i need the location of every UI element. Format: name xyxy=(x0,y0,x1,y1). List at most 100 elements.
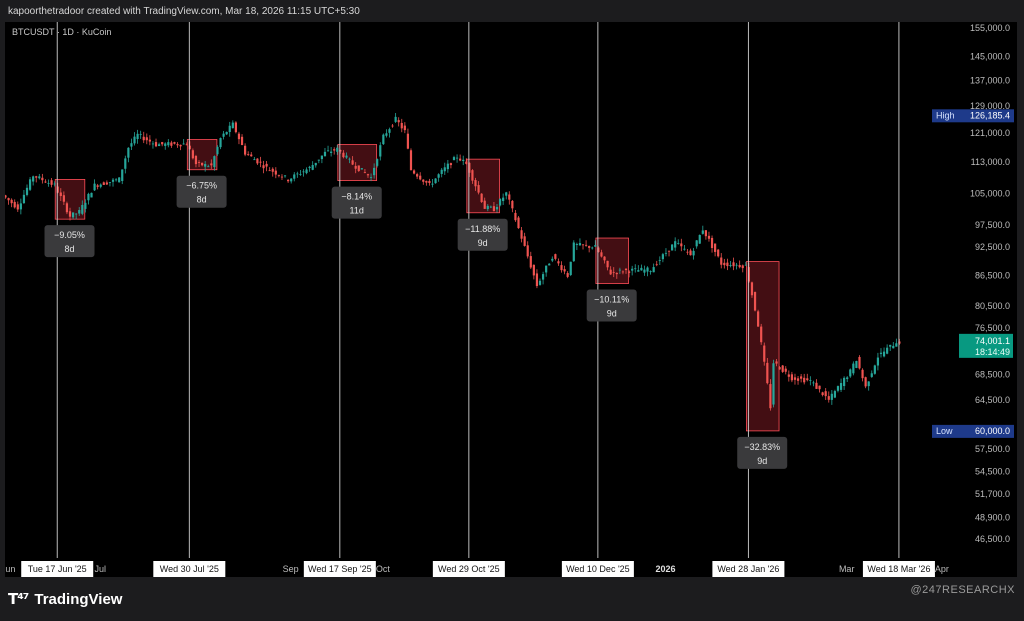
drawdown-percent-label: −11.88% xyxy=(465,224,500,234)
high-tag-value: 126,185.4 xyxy=(970,110,1010,120)
candle xyxy=(333,149,336,151)
candle xyxy=(796,378,800,381)
candle xyxy=(578,243,582,246)
y-tick-label: 129,000.0 xyxy=(970,101,1010,111)
candle xyxy=(741,265,744,269)
candle xyxy=(757,311,760,327)
drawdown-box[interactable] xyxy=(595,237,629,284)
drawdown-label-bg xyxy=(331,186,382,219)
candle xyxy=(32,176,35,182)
candle xyxy=(603,256,606,261)
candle xyxy=(265,163,268,167)
candle xyxy=(176,144,179,146)
candle xyxy=(683,248,686,250)
candle xyxy=(631,268,634,271)
candle xyxy=(760,326,763,343)
candle xyxy=(738,264,741,268)
marker-date-tag xyxy=(561,561,634,577)
drawdown-percent-label: −9.05% xyxy=(54,230,85,240)
brand-name: TradingView xyxy=(34,590,123,608)
drawdown-label-bg xyxy=(44,225,95,258)
candle xyxy=(41,177,44,181)
candle xyxy=(649,271,652,273)
candle xyxy=(723,262,726,266)
y-tick-label: 137,000.0 xyxy=(970,75,1010,85)
candle xyxy=(409,150,413,171)
candle xyxy=(839,383,843,390)
candle xyxy=(222,133,225,137)
candle xyxy=(465,161,468,164)
candle xyxy=(563,269,566,272)
candle xyxy=(680,243,683,247)
drawdown-label-bg xyxy=(457,218,508,251)
candle xyxy=(336,147,339,152)
candle xyxy=(62,195,65,202)
candle xyxy=(53,183,56,185)
candle xyxy=(833,391,837,398)
candle xyxy=(861,369,864,379)
candle xyxy=(154,142,158,147)
candle xyxy=(93,183,96,191)
chart-pane[interactable]: −9.05% 8d −6.75% 8d −8.14% 11d −11.88% 9d −10.11… xyxy=(5,22,1017,577)
candle xyxy=(305,169,308,174)
candle xyxy=(268,170,271,172)
tradingview-brand[interactable]: 𝗧⁴⁷ TradingView xyxy=(8,590,122,608)
price-chart[interactable]: −9.05% 8d −6.75% 8d −8.14% 11d −11.88% 9d −10.11… xyxy=(5,22,1017,577)
candle xyxy=(194,155,198,165)
candle xyxy=(179,144,182,147)
watermark: @247RESEARCHX xyxy=(910,584,1015,596)
marker-date-tag xyxy=(153,561,226,577)
y-tick-label: 121,000.0 xyxy=(970,128,1010,138)
candle xyxy=(437,174,440,178)
candle xyxy=(867,381,870,387)
drawdown-box[interactable] xyxy=(337,144,378,181)
candle xyxy=(520,230,523,239)
drawdown-box[interactable] xyxy=(466,158,500,214)
candle xyxy=(701,230,704,234)
candle xyxy=(621,271,625,273)
candle xyxy=(216,146,219,155)
candle xyxy=(882,351,886,357)
candle xyxy=(197,162,201,163)
candle xyxy=(667,250,671,252)
candle xyxy=(161,142,164,145)
candle xyxy=(277,175,280,177)
candle xyxy=(360,168,363,170)
candle xyxy=(508,194,511,200)
marker-date-label: Tue 17 Jun '25 xyxy=(28,564,87,574)
candle xyxy=(446,163,449,170)
candle xyxy=(532,264,535,276)
candle xyxy=(35,176,38,178)
candle xyxy=(114,179,118,181)
candle xyxy=(538,280,542,285)
candle xyxy=(16,204,19,210)
marker-date-tag xyxy=(21,561,94,577)
candle xyxy=(655,264,658,266)
y-tick-label: 105,000.0 xyxy=(970,188,1010,198)
candle xyxy=(111,179,115,182)
marker-date-tag xyxy=(712,561,785,577)
candle xyxy=(502,197,505,202)
candle xyxy=(732,262,735,267)
marker-date-label: Wed 29 Oct '25 xyxy=(438,564,500,574)
candle xyxy=(809,380,812,381)
drawdown-percent-label: −32.83% xyxy=(744,442,780,452)
candle xyxy=(849,369,852,377)
candle xyxy=(557,261,560,264)
candle xyxy=(471,170,474,181)
candle xyxy=(818,385,821,390)
candle xyxy=(342,152,345,158)
candle xyxy=(7,198,10,201)
candle xyxy=(618,269,621,271)
candle xyxy=(514,212,517,221)
candle xyxy=(498,198,502,206)
candle xyxy=(247,154,250,155)
candle xyxy=(529,256,532,268)
candle xyxy=(351,160,354,165)
candle xyxy=(787,374,790,377)
candle xyxy=(873,365,876,374)
candle xyxy=(259,161,262,163)
drawdown-label-bg xyxy=(586,289,637,322)
candle xyxy=(213,156,216,168)
candle xyxy=(124,158,127,169)
